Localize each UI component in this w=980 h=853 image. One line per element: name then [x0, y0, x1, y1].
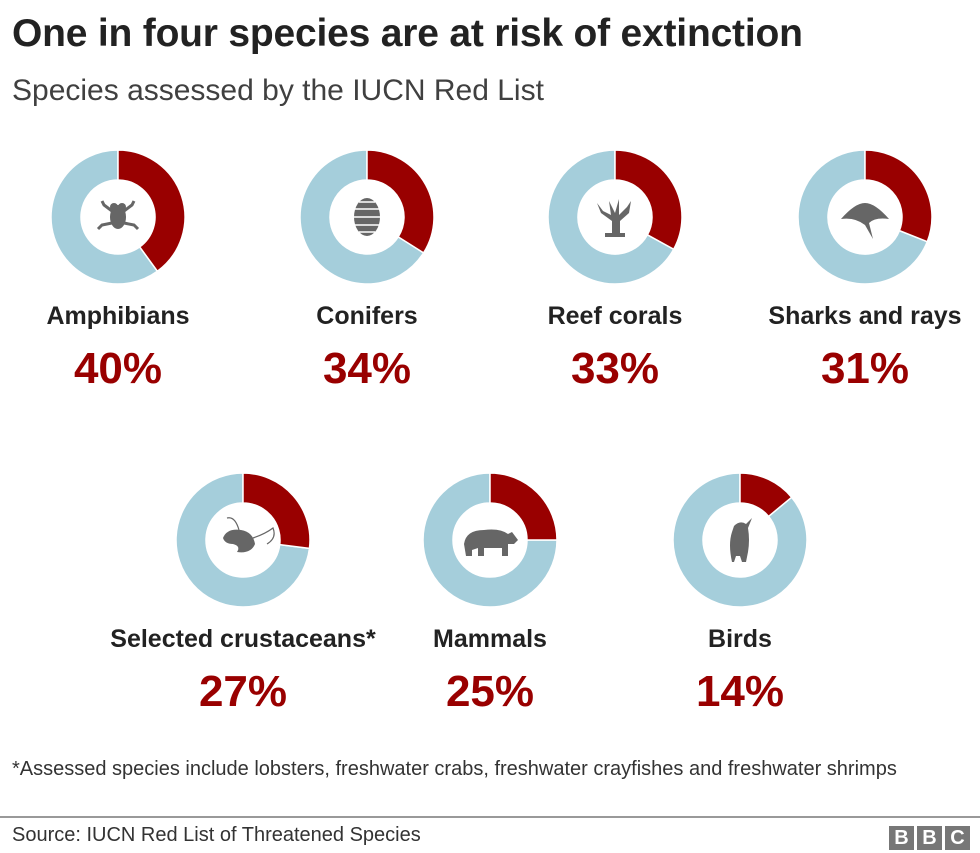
- category-label: Birds: [708, 625, 772, 653]
- source: Source: IUCN Red List of Threatened Spec…: [12, 824, 421, 846]
- divider: [0, 816, 980, 818]
- donut-slice-at-risk: [242, 472, 311, 550]
- frog-icon: [96, 200, 140, 231]
- manta-ray-icon: [841, 203, 889, 239]
- bird-icon: [730, 518, 752, 562]
- donut-slice-rest: [797, 149, 929, 285]
- percent-label: 14%: [695, 667, 785, 716]
- chart-subtitle: Species assessed by the IUCN Red List: [12, 74, 544, 107]
- logo-letter: B: [917, 826, 942, 850]
- donut-conifers: [299, 149, 435, 285]
- percent-label: 34%: [322, 344, 412, 393]
- donut-slice-rest: [299, 149, 425, 285]
- pine-cone-icon: [354, 198, 380, 236]
- category-label: Mammals: [433, 625, 547, 653]
- percent-label: 40%: [73, 344, 163, 393]
- donut-selected-crustaceans: [175, 472, 311, 608]
- donut-slice-at-risk: [117, 149, 186, 273]
- chart-title: One in four species are at risk of extin…: [12, 12, 803, 55]
- footnote: *Assessed species include lobsters, fres…: [12, 758, 897, 780]
- donut-slice-at-risk: [489, 472, 558, 541]
- donut-sharks-and-rays: [797, 149, 933, 285]
- shrimp-icon: [223, 517, 275, 553]
- percent-label: 33%: [570, 344, 660, 393]
- percent-label: 27%: [198, 667, 288, 716]
- logo-letter: C: [945, 826, 970, 850]
- category-label: Conifers: [316, 302, 418, 330]
- donut-slice-rest: [175, 472, 311, 608]
- coral-icon: [597, 199, 631, 237]
- percent-label: 25%: [445, 667, 535, 716]
- donut-mammals: [422, 472, 558, 608]
- donut-slice-at-risk: [739, 472, 793, 518]
- donut-slice-at-risk: [864, 149, 933, 243]
- bbc-logo: B B C: [889, 826, 970, 850]
- category-label: Amphibians: [46, 302, 190, 330]
- donut-birds: [672, 472, 808, 608]
- donut-slice-rest: [422, 472, 558, 608]
- donut-slice-at-risk: [366, 149, 435, 254]
- donut-slice-at-risk: [614, 149, 683, 251]
- donut-slice-rest: [672, 472, 808, 608]
- category-label: Reef corals: [547, 302, 683, 330]
- category-label: Selected crustaceans*: [110, 625, 376, 653]
- donut-slice-rest: [50, 149, 159, 285]
- percent-label: 31%: [820, 344, 910, 393]
- donut-slice-rest: [547, 149, 675, 285]
- donut-amphibians: [50, 149, 186, 285]
- donut-reef-corals: [547, 149, 683, 285]
- bear-icon: [464, 529, 518, 556]
- logo-letter: B: [889, 826, 914, 850]
- category-label: Sharks and rays: [768, 302, 962, 330]
